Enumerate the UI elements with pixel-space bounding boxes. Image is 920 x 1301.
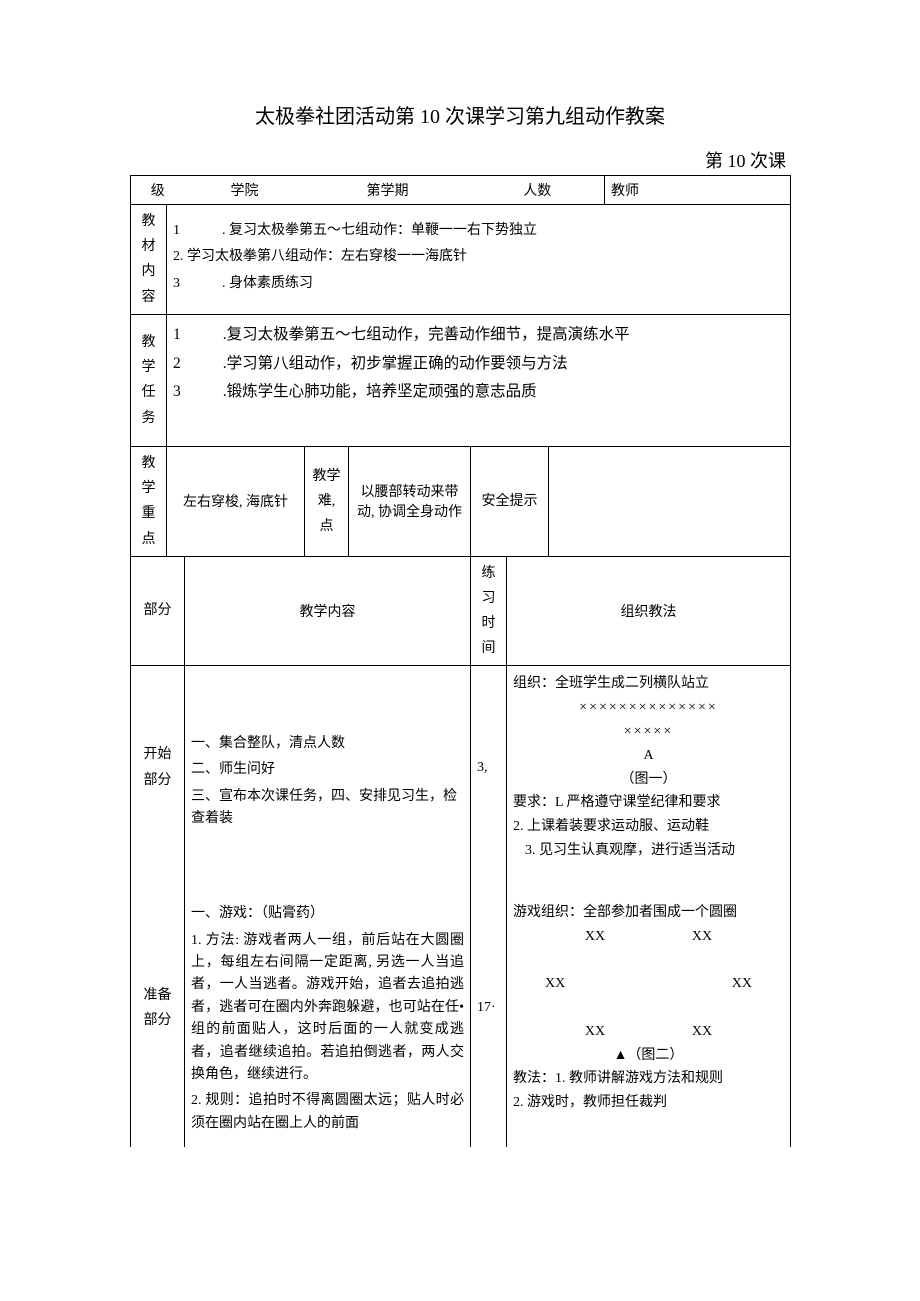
prep-org-l2: XX <box>565 925 625 949</box>
materials-row: 教材内容 1 . 复习太极拳第五～七组动作：单鞭一一右下势独立 2. 学习太极拳第… <box>131 205 791 315</box>
prep-org-l9: 教法：1. 教师讲解游戏方法和规则 <box>513 1067 784 1091</box>
start-org-l5: （图一） <box>513 768 784 792</box>
prep-org-l5: XX <box>712 972 752 996</box>
hdr-method: 组织教法 <box>507 556 791 666</box>
task-line1-no: 1 <box>173 326 181 343</box>
prep-org-l7: XX <box>672 1020 732 1044</box>
tasks-content: 1 .复习太极拳第五～七组动作，完善动作细节，提高演练水平 2 .学习第八组动作，初… <box>167 314 791 446</box>
meta-college: 学院 <box>185 176 305 205</box>
prep-c1: 一、游戏：（贴膏药） <box>191 903 464 925</box>
tasks-row: 教学任务 1 .复习太极拳第五～七组动作，完善动作细节，提高演练水平 2 .学习第八… <box>131 314 791 446</box>
start-org-l2: ×××××××××××××× <box>513 696 784 720</box>
section-header-row: 部分 教学内容 练习时间 组织教法 <box>131 556 791 666</box>
prep-label: 准备部分 <box>131 869 185 1147</box>
start-content: 一、集合整队，清点人数 二、师生问好 三、宣布本次课任务，四、安排见习生，检查着… <box>185 666 471 869</box>
materials-content: 1 . 复习太极拳第五～七组动作：单鞭一一右下势独立 2. 学习太极拳第八组动作：… <box>167 205 791 315</box>
mat-line1-no: 1 <box>173 223 180 238</box>
start-c3: 三、宣布本次课任务，四、安排见习生，检查着装 <box>191 786 464 831</box>
focus-label2: 教学难, 点 <box>305 446 349 556</box>
task-line3: .锻炼学生心肺功能，培养坚定顽强的意志品质 <box>223 383 537 400</box>
prep-org: 游戏组织：全部参加者围成一个圆圈 XX XX XX XX XX <box>507 869 791 1147</box>
prep-content: 一、游戏：（贴膏药） 1. 方法: 游戏者两人一组，前后站在大圆圈上，每组左右间… <box>185 869 471 1147</box>
start-org-l1: 组织：全班学生成二列横队站立 <box>513 672 784 696</box>
start-label: 开始部分 <box>131 666 185 869</box>
mat-line2: 2. 学习太极拳第八组动作：左右穿梭一一海底针 <box>173 246 784 268</box>
start-c1: 一、集合整队，清点人数 <box>191 733 464 755</box>
hdr-time: 练习时间 <box>471 556 507 666</box>
prep-org-l1: 游戏组织：全部参加者围成一个圆圈 <box>513 901 784 925</box>
prep-c2: 1. 方法: 游戏者两人一组，前后站在大圆圈上，每组左右间隔一定距离, 另选一人… <box>191 930 464 1087</box>
mat-line3: . 身体素质练习 <box>222 276 313 291</box>
materials-label: 教材内容 <box>131 205 167 315</box>
task-line1: .复习太极拳第五～七组动作，完善动作细节，提高演练水平 <box>223 326 630 343</box>
hdr-content: 教学内容 <box>185 556 471 666</box>
tasks-label: 教学任务 <box>131 314 167 446</box>
prep-org-l4: XX <box>545 972 585 996</box>
page-subtitle: 第 10 次课 <box>130 147 790 173</box>
start-row: 开始部分 一、集合整队，清点人数 二、师生问好 三、宣布本次课任务，四、安排见习… <box>131 666 791 869</box>
task-line2-no: 2 <box>173 355 181 372</box>
prep-c3: 2. 规则：追拍时不得离圆圈太远；贴人时必须在圈内站在圈上人的前面 <box>191 1090 464 1135</box>
lesson-plan-table: 级 学院 第学期 人数 教师 教材内容 1 . 复习太极拳第五～七组动作：单鞭一一… <box>130 175 791 1147</box>
focus-val1: 左右穿梭, 海底针 <box>167 446 305 556</box>
start-org-l8: 3. 见习生认真观摩，进行适当活动 <box>513 839 784 863</box>
task-line2: .学习第八组动作，初步掌握正确的动作要领与方法 <box>223 355 568 372</box>
start-org-l7: 2. 上课着装要求运动服、运动鞋 <box>513 815 784 839</box>
focus-row: 教学重点 左右穿梭, 海底针 教学难, 点 以腰部转动来带动, 协调全身动作 安… <box>131 446 791 556</box>
prep-org-l3: XX <box>672 925 732 949</box>
focus-val2: 以腰部转动来带动, 协调全身动作 <box>349 446 471 556</box>
focus-label1: 教学重点 <box>131 446 167 556</box>
meta-teacher: 教师 <box>605 176 791 205</box>
start-org-l4: A <box>513 744 784 768</box>
start-time: 3, <box>471 666 507 869</box>
meta-grade: 级 <box>131 176 185 205</box>
prep-org-l10: 2. 游戏时，教师担任裁判 <box>513 1091 784 1115</box>
page-title: 太极拳社团活动第 10 次课学习第九组动作教案 <box>130 100 790 129</box>
start-org-l6: 要求：L 严格遵守课堂纪律和要求 <box>513 791 784 815</box>
meta-term: 第学期 <box>305 176 471 205</box>
mat-line1: . 复习太极拳第五～七组动作：单鞭一一右下势独立 <box>222 223 537 238</box>
prep-org-l6: XX <box>565 1020 625 1044</box>
prep-org-l8: ▲（图二） <box>513 1044 784 1068</box>
task-line3-no: 3 <box>173 383 181 400</box>
start-c2: 二、师生问好 <box>191 759 464 781</box>
meta-count: 人数 <box>471 176 605 205</box>
hdr-part: 部分 <box>131 556 185 666</box>
focus-label3: 安全提示 <box>471 446 549 556</box>
mat-line3-no: 3 <box>173 276 180 291</box>
prep-time: 17· <box>471 869 507 1147</box>
start-org-l3: ××××× <box>513 720 784 744</box>
prep-row: 准备部分 一、游戏：（贴膏药） 1. 方法: 游戏者两人一组，前后站在大圆圈上，… <box>131 869 791 1147</box>
start-org: 组织：全班学生成二列横队站立 ×××××××××××××× ××××× A （图… <box>507 666 791 869</box>
meta-row: 级 学院 第学期 人数 教师 <box>131 176 791 205</box>
focus-val3 <box>549 446 791 556</box>
